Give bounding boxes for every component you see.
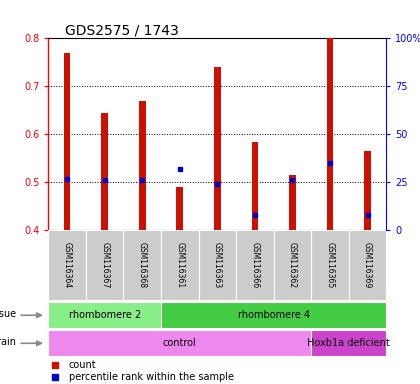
Text: rhombomere 2: rhombomere 2 xyxy=(68,310,141,320)
Text: Hoxb1a deficient: Hoxb1a deficient xyxy=(307,338,390,348)
Text: GSM116365: GSM116365 xyxy=(326,242,335,288)
Bar xyxy=(311,230,349,300)
Bar xyxy=(161,302,386,328)
Bar xyxy=(214,67,221,230)
Bar xyxy=(236,230,274,300)
Bar xyxy=(64,53,71,230)
Text: percentile rank within the sample: percentile rank within the sample xyxy=(68,372,234,382)
Text: GSM116367: GSM116367 xyxy=(100,242,109,288)
Bar xyxy=(311,330,386,356)
Text: GSM116368: GSM116368 xyxy=(138,242,147,288)
Bar xyxy=(48,230,86,300)
Bar xyxy=(101,113,108,230)
Text: GSM116361: GSM116361 xyxy=(175,242,184,288)
Bar xyxy=(364,151,371,230)
Bar xyxy=(199,230,236,300)
Bar xyxy=(48,330,311,356)
Text: count: count xyxy=(68,360,96,370)
Text: GDS2575 / 1743: GDS2575 / 1743 xyxy=(65,23,179,37)
Bar xyxy=(349,230,386,300)
Bar xyxy=(176,187,183,230)
Text: GSM116364: GSM116364 xyxy=(63,242,71,288)
Text: tissue: tissue xyxy=(0,309,17,319)
Bar xyxy=(252,142,258,230)
Bar xyxy=(48,302,161,328)
Bar xyxy=(123,230,161,300)
Text: GSM116369: GSM116369 xyxy=(363,242,372,288)
Bar xyxy=(139,101,146,230)
Text: strain: strain xyxy=(0,337,17,347)
Text: control: control xyxy=(163,338,197,348)
Text: GSM116366: GSM116366 xyxy=(250,242,260,288)
Text: GSM116362: GSM116362 xyxy=(288,242,297,288)
Bar xyxy=(289,175,296,230)
Bar xyxy=(327,38,333,230)
Bar xyxy=(161,230,199,300)
Bar xyxy=(274,230,311,300)
Text: rhombomere 4: rhombomere 4 xyxy=(238,310,310,320)
Bar xyxy=(86,230,123,300)
Text: GSM116363: GSM116363 xyxy=(213,242,222,288)
